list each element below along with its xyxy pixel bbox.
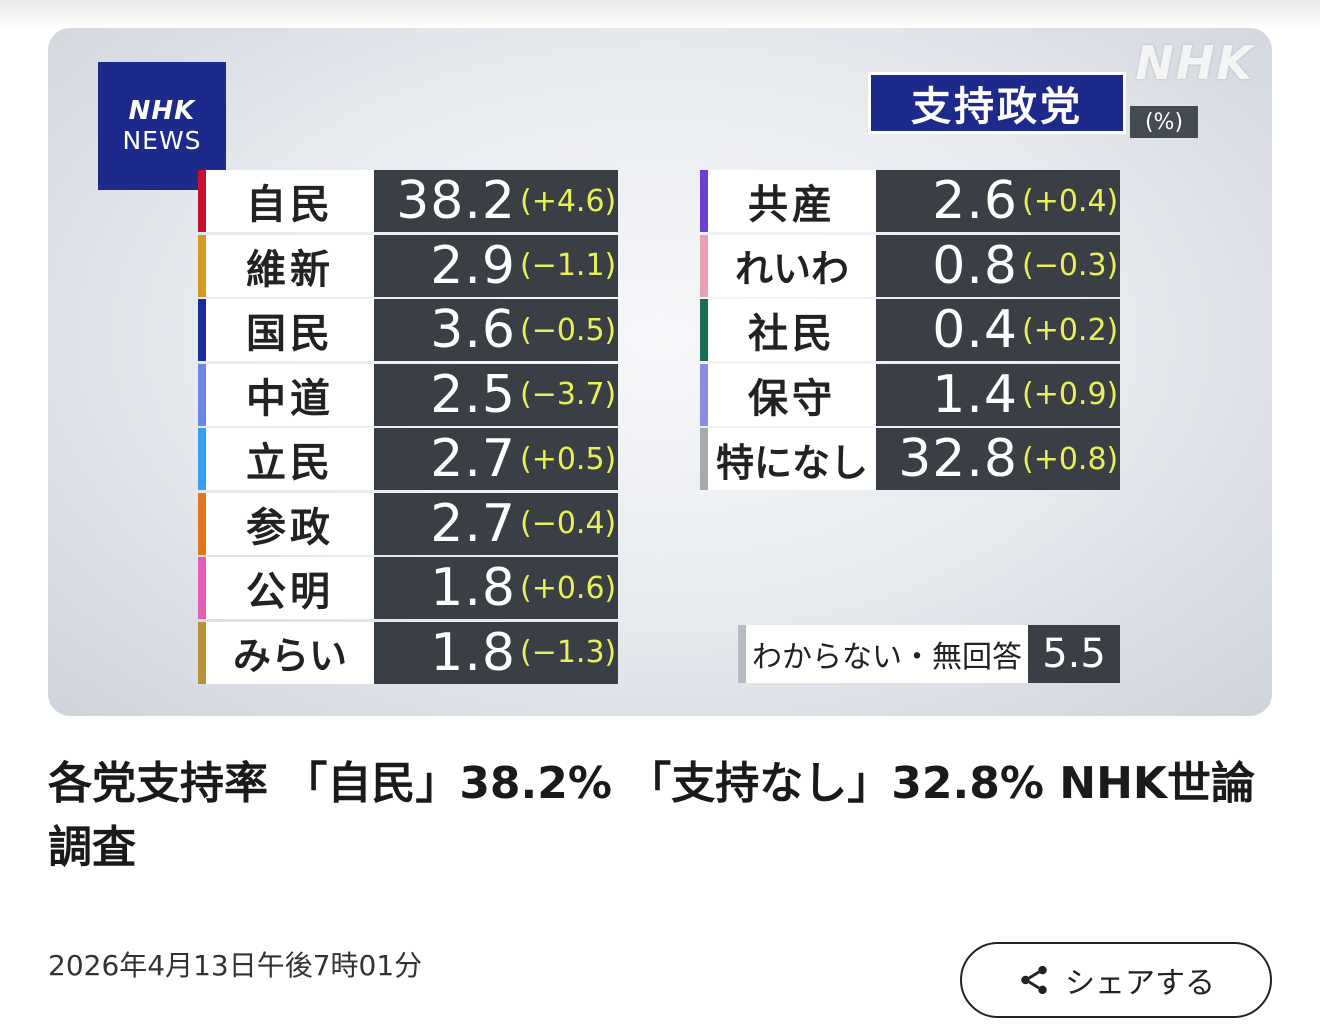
- party-value-cell: 2.7 (−0.4): [374, 492, 618, 555]
- party-row: 公明 1.8 (+0.6): [198, 557, 618, 619]
- share-label: シェアする: [1065, 966, 1215, 1001]
- party-change: (+0.9): [1022, 377, 1119, 412]
- party-percentage: 1.4: [932, 364, 1018, 425]
- unknown-row: わからない・無回答 5.5: [738, 625, 1120, 683]
- party-color-stripe: [700, 234, 708, 297]
- article-headline[interactable]: 各党支持率 「自民」38.2% 「支持なし」32.8% NHK世論調査: [48, 758, 1255, 873]
- unknown-stripe: [738, 625, 746, 683]
- share-icon: [1021, 965, 1047, 995]
- party-percentage: 2.6: [932, 171, 1018, 231]
- top-shadow: [0, 0, 1320, 28]
- party-name: れいわ: [708, 234, 876, 297]
- party-color-stripe: [198, 557, 206, 619]
- party-percentage: 1.8: [430, 558, 516, 618]
- party-value-cell: 0.8 (−0.3): [876, 234, 1120, 297]
- chart-title: 支持政党: [868, 72, 1126, 134]
- party-row: 国民 3.6 (−0.5): [198, 299, 618, 361]
- unknown-value: 5.5: [1028, 625, 1120, 683]
- party-name: 特になし: [708, 428, 876, 490]
- party-change: (+0.8): [1022, 441, 1119, 477]
- party-change: (−0.5): [520, 312, 617, 348]
- party-change: (−0.4): [520, 506, 617, 541]
- party-change: (+0.6): [520, 570, 617, 606]
- party-row: 共産 2.6 (+0.4): [700, 170, 1120, 232]
- party-percentage: 0.4: [932, 300, 1018, 360]
- party-row: 立民 2.7 (+0.5): [198, 428, 618, 490]
- party-name: 維新: [206, 234, 374, 297]
- hero-image: NHK NHK NEWS 支持政党 (%) 自民 38.2 (+4.6) 維新 2.9(…: [48, 28, 1272, 716]
- party-color-stripe: [198, 170, 206, 232]
- party-value-cell: 1.4 (+0.9): [876, 363, 1120, 426]
- party-percentage: 2.7: [430, 429, 516, 489]
- party-row: みらい 1.8 (−1.3): [198, 621, 618, 684]
- party-change: (+4.6): [520, 183, 617, 219]
- party-percentage: 0.8: [932, 235, 1018, 296]
- party-value-cell: 38.2 (+4.6): [374, 170, 618, 232]
- article-timestamp: 2026年4月13日午後7時01分: [48, 949, 423, 982]
- party-percentage: 2.9: [430, 235, 516, 296]
- party-name: 立民: [206, 428, 374, 490]
- party-name: 参政: [206, 492, 374, 555]
- party-name: 保守: [708, 363, 876, 426]
- unit-label: (%): [1130, 106, 1198, 138]
- party-color-stripe: [700, 170, 708, 232]
- nhk-news-logo: NHK NEWS: [98, 62, 226, 190]
- party-row: 社民 0.4 (+0.2): [700, 299, 1120, 361]
- party-color-stripe: [198, 234, 206, 297]
- party-row: 維新 2.9 (−1.1): [198, 234, 618, 297]
- logo-line1: NHK: [128, 96, 196, 126]
- party-value-cell: 2.6 (+0.4): [876, 170, 1120, 232]
- party-color-stripe: [700, 299, 708, 361]
- party-change: (+0.2): [1022, 312, 1119, 348]
- party-color-stripe: [198, 363, 206, 426]
- party-value-cell: 3.6 (−0.5): [374, 299, 618, 361]
- party-value-cell: 0.4 (+0.2): [876, 299, 1120, 361]
- party-row: 参政 2.7 (−0.4): [198, 492, 618, 555]
- party-value-cell: 2.5 (−3.7): [374, 363, 618, 426]
- party-name: 国民: [206, 299, 374, 361]
- party-value-cell: 2.9 (−1.1): [374, 234, 618, 297]
- party-value-cell: 1.8 (+0.6): [374, 557, 618, 619]
- party-change: (−1.3): [520, 635, 617, 670]
- party-name: 中道: [206, 363, 374, 426]
- logo-line2: NEWS: [122, 126, 202, 155]
- party-percentage: 2.5: [430, 364, 516, 425]
- party-name: 社民: [708, 299, 876, 361]
- party-change: (−0.3): [1022, 248, 1119, 283]
- party-percentage: 3.6: [430, 300, 516, 360]
- party-name: みらい: [206, 621, 374, 684]
- party-percentage: 32.8: [898, 429, 1018, 489]
- party-color-stripe: [700, 428, 708, 490]
- party-row: 自民 38.2 (+4.6): [198, 170, 618, 232]
- party-percentage: 2.7: [430, 493, 516, 554]
- party-color-stripe: [198, 428, 206, 490]
- party-color-stripe: [198, 492, 206, 555]
- party-color-stripe: [198, 299, 206, 361]
- party-change: (−3.7): [520, 377, 617, 412]
- party-name: 公明: [206, 557, 374, 619]
- party-percentage: 1.8: [430, 622, 516, 683]
- party-row: 保守 1.4 (+0.9): [700, 363, 1120, 426]
- party-name: 共産: [708, 170, 876, 232]
- party-change: (+0.5): [520, 441, 617, 477]
- party-value-cell: 2.7 (+0.5): [374, 428, 618, 490]
- party-value-cell: 32.8 (+0.8): [876, 428, 1120, 490]
- party-name: 自民: [206, 170, 374, 232]
- party-value-cell: 1.8 (−1.3): [374, 621, 618, 684]
- nhk-watermark-logo: NHK: [1135, 36, 1254, 90]
- party-row: 中道 2.5 (−3.7): [198, 363, 618, 426]
- party-change: (−1.1): [520, 248, 617, 283]
- party-row: れいわ 0.8 (−0.3): [700, 234, 1120, 297]
- party-color-stripe: [198, 621, 206, 684]
- share-button[interactable]: シェアする: [960, 942, 1272, 1018]
- unknown-label: わからない・無回答: [746, 625, 1028, 683]
- party-row: 特になし 32.8 (+0.8): [700, 428, 1120, 490]
- party-percentage: 38.2: [396, 171, 516, 231]
- party-change: (+0.4): [1022, 183, 1119, 219]
- party-color-stripe: [700, 363, 708, 426]
